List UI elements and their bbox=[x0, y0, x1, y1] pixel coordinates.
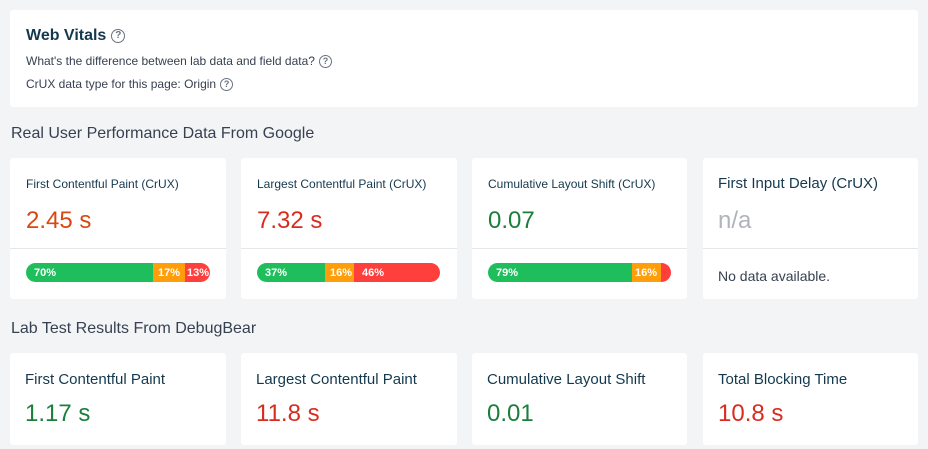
card-divider bbox=[241, 248, 457, 249]
distribution-good: 37% bbox=[257, 263, 325, 282]
metric-card-cls-lab[interactable]: Cumulative Layout Shift 0.01 bbox=[472, 353, 687, 445]
card-divider bbox=[703, 248, 918, 249]
lab-data-heading: Lab Test Results From DebugBear bbox=[11, 320, 257, 337]
crux-type-text: CrUX data type for this page: Origin bbox=[26, 77, 217, 91]
distribution-poor: 13% bbox=[185, 263, 210, 282]
web-vitals-title: Web Vitals bbox=[26, 27, 107, 44]
metric-label: Cumulative Layout Shift (CrUX) bbox=[488, 177, 656, 191]
metric-card-fid-crux[interactable]: First Input Delay (CrUX) n/a No data ava… bbox=[703, 158, 918, 299]
distribution-good: 79% bbox=[488, 263, 632, 282]
metric-label: First Input Delay (CrUX) bbox=[718, 175, 879, 192]
metric-value: 10.8 s bbox=[718, 400, 784, 427]
metric-card-fcp-lab[interactable]: First Contentful Paint 1.17 s bbox=[10, 353, 226, 445]
distribution-good: 70% bbox=[26, 263, 153, 282]
metric-card-lcp-crux[interactable]: Largest Contentful Paint (CrUX) 7.32 s 3… bbox=[241, 158, 457, 299]
distribution-needs-improvement: 16% bbox=[632, 263, 661, 282]
lab-vs-field-help[interactable]: What's the difference between lab data a… bbox=[26, 54, 902, 68]
distribution-bar: 37% 16% 46% bbox=[257, 263, 440, 282]
field-data-heading: Real User Performance Data From Google bbox=[11, 125, 315, 142]
card-divider bbox=[472, 248, 687, 249]
distribution-bar: 79% 16% bbox=[488, 263, 671, 282]
card-divider bbox=[10, 248, 226, 249]
metric-label: First Contentful Paint bbox=[25, 371, 166, 388]
distribution-poor bbox=[661, 263, 671, 282]
metric-card-tbt-lab[interactable]: Total Blocking Time 10.8 s bbox=[703, 353, 918, 445]
question-circle-icon[interactable]: ? bbox=[318, 54, 332, 68]
metric-value: 7.32 s bbox=[257, 207, 323, 234]
no-data-message: No data available. bbox=[718, 268, 831, 284]
metric-card-cls-crux[interactable]: Cumulative Layout Shift (CrUX) 0.07 79% … bbox=[472, 158, 687, 299]
web-vitals-title-row: Web Vitals ? bbox=[26, 27, 902, 45]
lab-vs-field-question[interactable]: What's the difference between lab data a… bbox=[26, 54, 315, 68]
metric-value: 0.01 bbox=[487, 400, 534, 427]
metric-value: 0.07 bbox=[488, 207, 535, 234]
metric-label: First Contentful Paint (CrUX) bbox=[26, 177, 179, 191]
metric-label: Cumulative Layout Shift bbox=[487, 371, 646, 388]
distribution-poor: 46% bbox=[354, 263, 440, 282]
question-circle-icon[interactable]: ? bbox=[220, 77, 234, 91]
metric-label: Total Blocking Time bbox=[718, 371, 848, 388]
distribution-needs-improvement: 16% bbox=[325, 263, 354, 282]
metric-value: n/a bbox=[718, 207, 752, 234]
metric-label: Largest Contentful Paint (CrUX) bbox=[257, 177, 427, 191]
metric-value: 2.45 s bbox=[26, 207, 92, 234]
metric-card-fcp-crux[interactable]: First Contentful Paint (CrUX) 2.45 s 70%… bbox=[10, 158, 226, 299]
metric-value: 1.17 s bbox=[25, 400, 91, 427]
metric-label: Largest Contentful Paint bbox=[256, 371, 417, 388]
metric-card-lcp-lab[interactable]: Largest Contentful Paint 11.8 s bbox=[241, 353, 457, 445]
question-circle-icon[interactable]: ? bbox=[111, 29, 126, 43]
web-vitals-intro-panel: Web Vitals ? What's the difference betwe… bbox=[10, 10, 918, 107]
distribution-needs-improvement: 17% bbox=[153, 263, 185, 282]
distribution-bar: 70% 17% 13% bbox=[26, 263, 210, 282]
crux-type-row: CrUX data type for this page: Origin ? bbox=[26, 77, 902, 91]
metric-value: 11.8 s bbox=[256, 400, 320, 427]
